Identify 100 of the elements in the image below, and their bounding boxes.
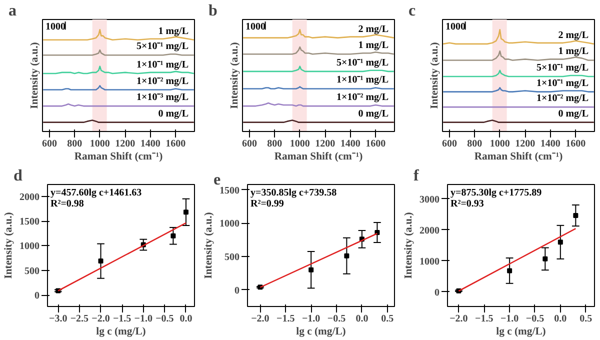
annotation: y=875.30lg c+1775.89 bbox=[450, 188, 542, 198]
x-tick-label: 1600 bbox=[566, 138, 586, 150]
point bbox=[98, 258, 104, 264]
series-label: 2 mg/L bbox=[358, 24, 389, 35]
x-tick-label: 600 bbox=[242, 138, 257, 150]
series-label: 1×10⁻² mg/L bbox=[336, 92, 389, 104]
y-tick-label: 0 bbox=[434, 287, 440, 298]
series-label: 1×10⁻² mg/L bbox=[136, 76, 189, 87]
annotation: 1000 bbox=[446, 22, 466, 32]
x-tick-label: 1400 bbox=[140, 138, 160, 150]
x-tick-label: 1600 bbox=[366, 138, 386, 150]
point bbox=[573, 213, 578, 218]
x-tick-label: 800 bbox=[467, 138, 482, 150]
series-label: 5×10⁻¹ mg/L bbox=[136, 41, 189, 52]
chart-title: b bbox=[208, 2, 218, 20]
x-tick-label: 600 bbox=[442, 138, 457, 150]
x-tick-label: −3.0 bbox=[49, 314, 68, 324]
x-tick-label: 800 bbox=[267, 138, 282, 150]
series-label: 1×10⁻³ mg/L bbox=[136, 92, 189, 104]
series-label: 1 mg/L bbox=[158, 26, 189, 37]
point bbox=[507, 268, 512, 274]
x-tick-label: −0.5 bbox=[327, 314, 346, 324]
x-tick-label: −2.5 bbox=[70, 314, 89, 324]
chart-title: a bbox=[8, 2, 16, 20]
series-label: 1×10⁻¹ mg/L bbox=[536, 78, 589, 89]
y-tick-label: 0 bbox=[234, 285, 240, 296]
x-tick-label: −1.5 bbox=[112, 314, 132, 324]
series-label: 5×10⁻¹ mg/L bbox=[536, 62, 589, 74]
x-tick-label: 0.0 bbox=[180, 314, 192, 324]
x-tick-label: −2.0 bbox=[251, 314, 270, 324]
y-axis-title: Intensity (a.u.) bbox=[30, 42, 40, 109]
x-tick-label: −1.5 bbox=[276, 314, 295, 324]
x-axis-title: lg c (mg/L) bbox=[496, 326, 546, 338]
y-tick-label: 1000 bbox=[20, 241, 40, 252]
x-tick-label: −0.5 bbox=[526, 314, 544, 324]
x-tick-label: 0.5 bbox=[381, 314, 394, 324]
series-label: 2 mg/L bbox=[558, 30, 589, 41]
point bbox=[183, 210, 188, 215]
point bbox=[344, 253, 350, 258]
chart-title: e bbox=[214, 172, 221, 188]
x-tick-label: −2.0 bbox=[450, 314, 468, 324]
y-axis-title: Intensity (a.u.) bbox=[204, 212, 214, 279]
x-tick-label: 1000 bbox=[90, 138, 110, 150]
point bbox=[308, 267, 314, 272]
x-tick-label: 1000 bbox=[490, 138, 510, 150]
x-tick-label: −2.0 bbox=[92, 314, 110, 324]
series-label: 5×10⁻¹ mg/L bbox=[336, 57, 389, 68]
x-tick-label: 1000 bbox=[290, 138, 310, 150]
x-tick-label: 0.0 bbox=[356, 314, 368, 324]
y-tick-label: 3000 bbox=[420, 194, 440, 206]
x-axis-title: Raman Shift (cm⁻¹) bbox=[274, 152, 364, 162]
y-axis-title: Intensity (a.u.) bbox=[404, 212, 414, 279]
y-tick-label: 2000 bbox=[420, 225, 440, 236]
x-tick-label: −0.5 bbox=[156, 314, 174, 324]
point bbox=[558, 240, 563, 245]
x-tick-label: −1.0 bbox=[500, 314, 519, 324]
point bbox=[542, 256, 548, 262]
x-tick-label: 0.5 bbox=[580, 314, 592, 324]
y-tick-label: 0 bbox=[34, 290, 40, 302]
series-label: 1×10⁻¹ mg/L bbox=[336, 74, 389, 86]
y-tick-label: 500 bbox=[24, 266, 40, 277]
x-tick-label: 1600 bbox=[166, 138, 186, 150]
point bbox=[170, 233, 176, 238]
series-label: 1 mg/L bbox=[558, 46, 589, 58]
x-axis-title: Raman Shift (cm⁻¹) bbox=[474, 152, 564, 162]
x-tick-label: 1400 bbox=[340, 138, 360, 150]
x-tick-label: 600 bbox=[42, 138, 57, 150]
annotation: 1000 bbox=[246, 22, 266, 32]
x-axis-title: lg c (mg/L) bbox=[296, 326, 346, 338]
x-tick-label: −1.0 bbox=[134, 314, 152, 324]
annotation: 1000 bbox=[46, 22, 66, 32]
y-tick-label: 1000 bbox=[220, 218, 240, 230]
x-tick-label: 1400 bbox=[540, 138, 560, 150]
x-axis-title: Raman Shift (cm⁻¹) bbox=[74, 152, 164, 162]
y-axis-title: Intensity (a.u.) bbox=[4, 212, 14, 279]
y-axis-title: Intensity (a.u.) bbox=[230, 42, 240, 109]
y-tick-label: 1500 bbox=[220, 185, 240, 196]
x-tick-label: 1200 bbox=[115, 138, 136, 150]
x-tick-label: 0.0 bbox=[554, 314, 567, 324]
x-tick-label: 1200 bbox=[315, 138, 336, 150]
x-axis-title: lg c (mg/L) bbox=[96, 326, 146, 338]
series-label: 1×10⁻² mg/L bbox=[536, 93, 589, 104]
y-tick-label: 1000 bbox=[420, 256, 440, 268]
x-tick-label: −1.5 bbox=[475, 314, 494, 324]
series-label: 0 mg/L bbox=[358, 108, 389, 120]
y-axis-title: Intensity (a.u.) bbox=[430, 42, 440, 109]
annotation: y=457.60lg c+1461.63 bbox=[50, 188, 142, 198]
series-label: 0 mg/L bbox=[158, 108, 189, 120]
y-tick-label: 500 bbox=[224, 252, 240, 263]
chart-title: d bbox=[14, 168, 22, 184]
x-tick-label: 1200 bbox=[515, 138, 536, 150]
x-tick-label: −1.0 bbox=[302, 314, 320, 324]
annotation: y=350.85lg c+739.58 bbox=[250, 188, 337, 198]
annotation: R²=0.98 bbox=[50, 198, 84, 210]
y-tick-label: 2000 bbox=[20, 192, 40, 203]
chart-title: c bbox=[408, 2, 416, 20]
annotation: R²=0.93 bbox=[450, 198, 484, 210]
series-label: 0 mg/L bbox=[558, 108, 589, 120]
annotation: R²=0.99 bbox=[250, 198, 284, 210]
series-label: 1×10⁻¹ mg/L bbox=[136, 59, 189, 70]
